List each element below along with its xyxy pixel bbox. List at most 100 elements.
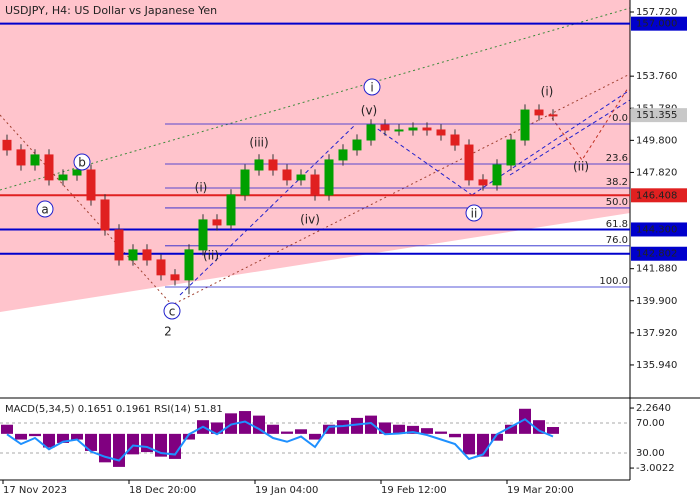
candle-body (310, 174, 320, 196)
level-label: 146.408 (636, 190, 677, 201)
x-tick-label: 19 Feb 12:00 (381, 485, 447, 496)
candle-body (534, 109, 544, 116)
macd-bar (365, 415, 377, 434)
candle-body (240, 169, 250, 196)
candle-body (436, 129, 446, 136)
trend-line (0, 7, 631, 191)
macd-bar (309, 433, 321, 440)
candle-body (2, 139, 12, 151)
candle-body (156, 259, 166, 276)
y-tick-label: 2.2640 (636, 403, 671, 414)
macd-bar (505, 424, 517, 434)
candle-body (254, 159, 264, 171)
candle-body (114, 229, 124, 261)
fib-label: 38.2 (606, 177, 628, 188)
level-label: 157.000 (636, 19, 677, 30)
level-box (631, 222, 687, 237)
macd-bar (351, 417, 363, 434)
macd-bar (71, 433, 83, 440)
candle-body (226, 194, 236, 226)
y-tick-label: 149.800 (636, 135, 677, 146)
wave-label: (i) (541, 85, 554, 99)
annotation-circle (465, 204, 483, 222)
candle-body (506, 139, 516, 166)
candle-body (268, 159, 278, 171)
fib-label: 76.0 (606, 235, 628, 246)
candle-body (16, 149, 26, 166)
candle-body (408, 127, 418, 131)
y-tick-label: 135.940 (636, 360, 677, 371)
wave-label: (ii) (203, 249, 219, 263)
fib-label: 100.0 (599, 276, 628, 287)
candle-body (100, 199, 110, 231)
macd-bar (15, 433, 27, 440)
candle-body (338, 149, 348, 161)
candle-body (380, 124, 390, 131)
x-tick-label: 18 Dec 20:00 (129, 485, 196, 496)
wave-label: c (169, 305, 176, 319)
channel-zone (0, 0, 630, 312)
rsi-line (6, 418, 554, 462)
candle-body (30, 154, 40, 166)
candle-body (548, 114, 558, 117)
macd-bar (267, 424, 279, 434)
y-tick-label: 139.900 (636, 296, 677, 307)
candle-body (282, 169, 292, 181)
candle-body (352, 139, 362, 151)
macd-bar (421, 428, 433, 434)
macd-bar (491, 433, 503, 441)
candle-body (492, 164, 502, 186)
price-label: 151.355 (636, 110, 677, 121)
y-tick-label: 141.880 (636, 264, 677, 275)
x-tick-label: 19 Jan 04:00 (255, 485, 318, 496)
macd-bar (519, 408, 531, 434)
macd-bar (449, 433, 461, 438)
annotation-circle (73, 153, 91, 171)
macd-bar (57, 433, 69, 443)
chart-title: USDJPY, H4: US Dollar vs Japanese Yen (5, 4, 217, 17)
candle-body (198, 219, 208, 251)
level-box (631, 246, 687, 261)
y-tick-label: 157.720 (636, 7, 677, 18)
wave-line (179, 124, 356, 296)
wave-label: a (41, 203, 48, 217)
candle-body (170, 274, 180, 281)
projection-line (551, 87, 629, 161)
macd-bar (533, 420, 545, 434)
macd-bar (253, 415, 265, 434)
x-tick-label: 19 Mar 20:00 (507, 485, 574, 496)
macd-bar (183, 433, 195, 440)
fib-label: 61.8 (606, 219, 628, 230)
macd-bar (29, 433, 41, 437)
macd-bar (407, 425, 419, 434)
wave-label: i (370, 81, 373, 95)
fib-label: 0.0 (612, 113, 628, 124)
wave-label: (iii) (249, 136, 268, 150)
macd-bar (85, 433, 97, 451)
wave-label: (iv) (300, 213, 320, 227)
annotation-circle (363, 78, 381, 96)
macd-bar (211, 422, 223, 434)
wave-label: (i) (195, 181, 208, 195)
candle-body (450, 134, 460, 146)
candle-body (128, 249, 138, 261)
y2-tick-label: 70.00 (636, 418, 665, 429)
candle-body (520, 109, 530, 141)
candle-body (478, 179, 488, 186)
candle-body (142, 249, 152, 261)
macd-bar (295, 429, 307, 434)
level-label: 144.300 (636, 224, 677, 235)
macd-bar (169, 433, 181, 459)
x-tick-label: 17 Nov 2023 (3, 485, 67, 496)
annotation-circle (36, 200, 54, 218)
candle-body (86, 169, 96, 201)
wave-label: 2 (164, 325, 172, 339)
wave-label: (v) (361, 104, 377, 118)
macd-bar (1, 424, 13, 434)
macd-bar (463, 433, 475, 455)
level-label: 142.802 (636, 249, 677, 260)
candle-body (184, 249, 194, 281)
y-tick-label: 137.920 (636, 328, 677, 339)
wave-line (371, 124, 473, 196)
